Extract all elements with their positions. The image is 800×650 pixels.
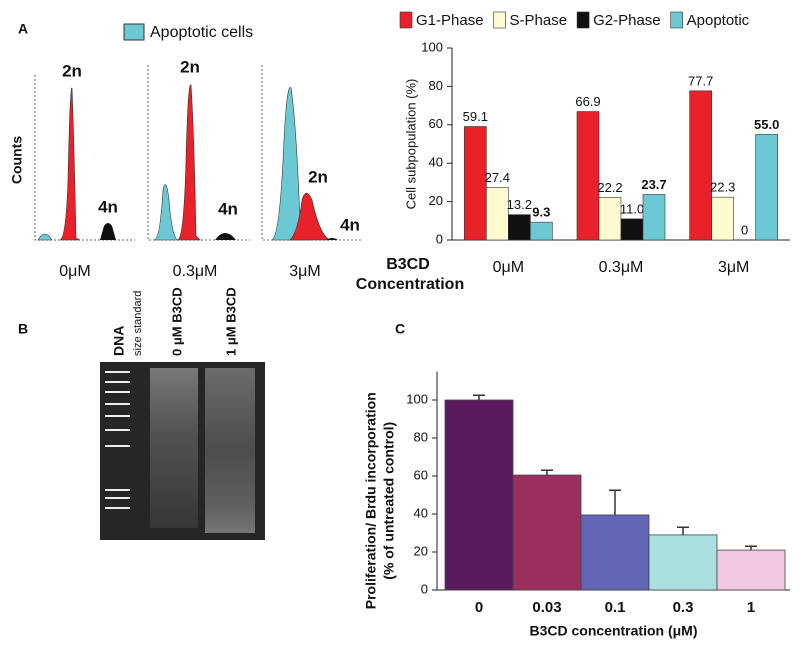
legend-label: S-Phase [510, 12, 568, 29]
legend-swatch [123, 23, 145, 41]
legend-label: G1-Phase [416, 12, 484, 29]
peak-label: 2n [308, 167, 328, 186]
bar [508, 214, 531, 241]
x-axis-title: B3CD [386, 256, 430, 273]
bar [486, 187, 509, 241]
x-axis-title: B3CD concentration (μM) [529, 623, 697, 639]
x-tick-label: 0.03 [532, 599, 561, 616]
value-label: 27.4 [485, 170, 510, 185]
bar [755, 134, 778, 241]
lane-label: 1 μM B3CD [223, 287, 238, 356]
legend-swatch [576, 11, 590, 29]
y-tick-label: 60 [414, 467, 428, 482]
y-tick-label: 0 [436, 231, 443, 246]
legend-swatch [670, 11, 683, 29]
bar [598, 197, 622, 241]
legend-label: Apoptotic cells [150, 24, 253, 41]
value-label: 22.2 [597, 180, 622, 195]
bar [642, 194, 666, 241]
bar [444, 399, 514, 591]
y-tick-label: 100 [421, 39, 443, 54]
x-tick-label: 1 [747, 599, 755, 616]
x-tick-label: 0.3 [673, 599, 694, 616]
error-bar [677, 526, 689, 535]
x-tick-label: 0.3μM [599, 259, 644, 276]
lane-label: size standard [132, 291, 144, 356]
legend-swatch [493, 11, 506, 29]
panel-label: C [395, 321, 405, 337]
x-tick-label: 0μM [493, 259, 524, 276]
bar [580, 514, 650, 591]
value-label: 66.9 [575, 94, 600, 109]
legend-label: G2-Phase [593, 12, 661, 29]
x-tick-label: 0 [475, 599, 483, 616]
peak-label: 4n [98, 197, 118, 216]
value-label: 11.0 [620, 201, 644, 216]
error-bar [473, 394, 485, 400]
y-tick-label: 40 [414, 505, 428, 520]
error-bar [609, 489, 621, 515]
value-label: 0 [741, 222, 748, 237]
x-tick-label: 0.1 [605, 599, 626, 616]
condition-label: 0μM [59, 263, 90, 280]
condition-label: 0.3μM [173, 263, 218, 280]
x-tick-label: 3μM [718, 259, 749, 276]
bar [512, 474, 582, 591]
error-bar [541, 469, 553, 476]
condition-label: 3μM [289, 263, 320, 280]
legend-swatch [399, 11, 413, 29]
value-label: 77.7 [688, 73, 713, 88]
legend-label: Apoptotic [687, 12, 750, 29]
histogram-panel: 2n 4n 0μM [34, 61, 135, 280]
lane-label: 0 μM B3CD [169, 287, 184, 356]
value-label: 59.1 [463, 109, 488, 124]
x-axis-title: Concentration [356, 276, 464, 293]
flow-histograms: Apoptotic cells Counts 2n 4n 0μM 2n 4n 0… [9, 23, 362, 280]
value-label: 13.2 [507, 197, 532, 212]
y-tick-label: 20 [414, 543, 428, 558]
bar [620, 218, 644, 241]
peak-label: 4n [340, 215, 360, 234]
bar [530, 221, 553, 241]
bar [464, 126, 487, 241]
peak-label: 2n [62, 61, 82, 80]
panel-label: B [18, 321, 28, 337]
y-tick-label: 80 [429, 78, 443, 93]
panel-label: A [18, 21, 28, 37]
bar [711, 196, 734, 241]
bar [716, 549, 786, 591]
value-label: 55.0 [754, 117, 779, 132]
bar [648, 534, 718, 591]
y-tick-label: 20 [429, 193, 443, 208]
value-label: 22.3 [710, 180, 735, 195]
histogram-panel: 2n 4n 0.3μM [147, 57, 250, 280]
lane-label: DNA [111, 326, 127, 356]
y-tick-label: 0 [421, 581, 428, 596]
error-bar [745, 545, 757, 551]
y-axis-title: (% of untreated control) [381, 422, 397, 580]
y-axis-title: Cell subpopulation (%) [403, 79, 418, 210]
bar [689, 90, 712, 241]
y-tick-label: 40 [429, 155, 443, 170]
bar [576, 111, 600, 241]
y-tick-label: 100 [406, 391, 428, 406]
y-tick-label: 60 [429, 116, 443, 131]
y-axis-title: Counts [9, 136, 25, 184]
value-label: 23.7 [641, 177, 666, 192]
y-tick-label: 80 [414, 429, 428, 444]
value-label: 9.3 [532, 205, 550, 220]
gel: DNA size standard 0 μM B3CD 1 μM B3CD [100, 287, 265, 540]
peak-label: 4n [218, 199, 238, 218]
y-axis-title: Proliferation/ Brdu incorporation [363, 392, 379, 609]
histogram-panel: 2n 4n 3μM [261, 65, 362, 280]
peak-label: 2n [180, 57, 200, 76]
